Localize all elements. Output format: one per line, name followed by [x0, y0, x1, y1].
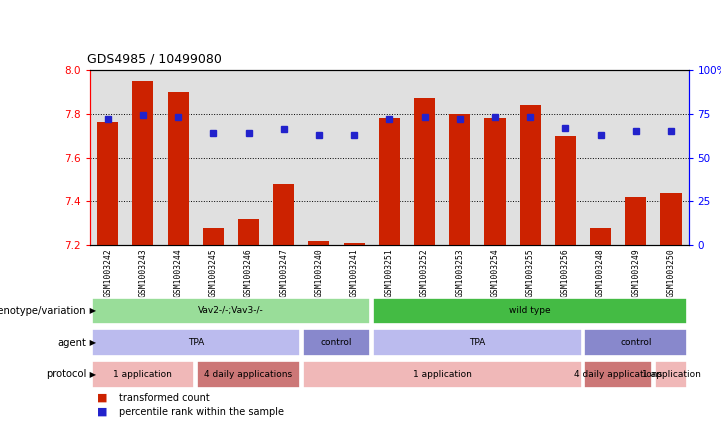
Text: GSM1003253: GSM1003253 — [455, 248, 464, 297]
Text: GSM1003245: GSM1003245 — [209, 248, 218, 297]
Text: GSM1003251: GSM1003251 — [385, 248, 394, 297]
Text: GSM1003252: GSM1003252 — [420, 248, 429, 297]
Text: GSM1003248: GSM1003248 — [596, 248, 605, 297]
Text: GSM1003256: GSM1003256 — [561, 248, 570, 297]
Bar — [238, 219, 259, 245]
Bar — [203, 228, 224, 245]
Bar — [373, 298, 687, 324]
Text: wild type: wild type — [509, 306, 551, 316]
Bar — [584, 329, 687, 356]
Bar — [92, 298, 371, 324]
Text: protocol: protocol — [46, 369, 87, 379]
Bar — [197, 361, 300, 387]
Text: genotype/variation: genotype/variation — [0, 306, 87, 316]
Bar — [309, 241, 329, 245]
Text: percentile rank within the sample: percentile rank within the sample — [119, 407, 284, 417]
Bar — [373, 329, 582, 356]
Text: control: control — [321, 338, 353, 347]
Bar — [485, 118, 505, 245]
Text: 1 application: 1 application — [412, 370, 472, 379]
Bar — [344, 243, 365, 245]
Text: 4 daily applications: 4 daily applications — [205, 370, 293, 379]
Bar — [520, 105, 541, 245]
Text: Vav2-/-;Vav3-/-: Vav2-/-;Vav3-/- — [198, 306, 264, 316]
Text: TPA: TPA — [187, 338, 204, 347]
Text: TPA: TPA — [469, 338, 485, 347]
Bar — [303, 329, 371, 356]
Bar — [92, 361, 195, 387]
Text: GSM1003241: GSM1003241 — [350, 248, 358, 297]
Text: ▶: ▶ — [87, 306, 97, 316]
Bar — [414, 98, 435, 245]
Text: GSM1003243: GSM1003243 — [138, 248, 147, 297]
Bar — [97, 123, 118, 245]
Bar — [584, 361, 652, 387]
Text: 4 daily applications: 4 daily applications — [574, 370, 662, 379]
Text: GDS4985 / 10499080: GDS4985 / 10499080 — [87, 52, 221, 66]
Text: ▶: ▶ — [87, 338, 97, 347]
Text: GSM1003247: GSM1003247 — [279, 248, 288, 297]
Bar — [449, 114, 470, 245]
Text: GSM1003249: GSM1003249 — [632, 248, 640, 297]
Text: GSM1003244: GSM1003244 — [174, 248, 182, 297]
Text: ■: ■ — [97, 393, 108, 403]
Bar — [379, 118, 400, 245]
Bar — [303, 361, 582, 387]
Text: 1 application: 1 application — [113, 370, 172, 379]
Bar — [167, 92, 189, 245]
Bar — [625, 197, 646, 245]
Bar — [273, 184, 294, 245]
Text: ■: ■ — [97, 407, 108, 417]
Text: control: control — [620, 338, 652, 347]
Text: GSM1003242: GSM1003242 — [103, 248, 112, 297]
Text: GSM1003240: GSM1003240 — [314, 248, 324, 297]
Text: GSM1003250: GSM1003250 — [666, 248, 676, 297]
Text: transformed count: transformed count — [119, 393, 210, 403]
Bar — [133, 81, 154, 245]
Bar — [554, 136, 576, 245]
Text: GSM1003254: GSM1003254 — [490, 248, 500, 297]
Bar — [655, 361, 687, 387]
Text: GSM1003255: GSM1003255 — [526, 248, 535, 297]
Bar — [590, 228, 611, 245]
Text: GSM1003246: GSM1003246 — [244, 248, 253, 297]
Text: agent: agent — [58, 338, 87, 348]
Text: ▶: ▶ — [87, 370, 97, 379]
Bar — [660, 192, 681, 245]
Bar — [92, 329, 300, 356]
Text: 1 application: 1 application — [642, 370, 700, 379]
